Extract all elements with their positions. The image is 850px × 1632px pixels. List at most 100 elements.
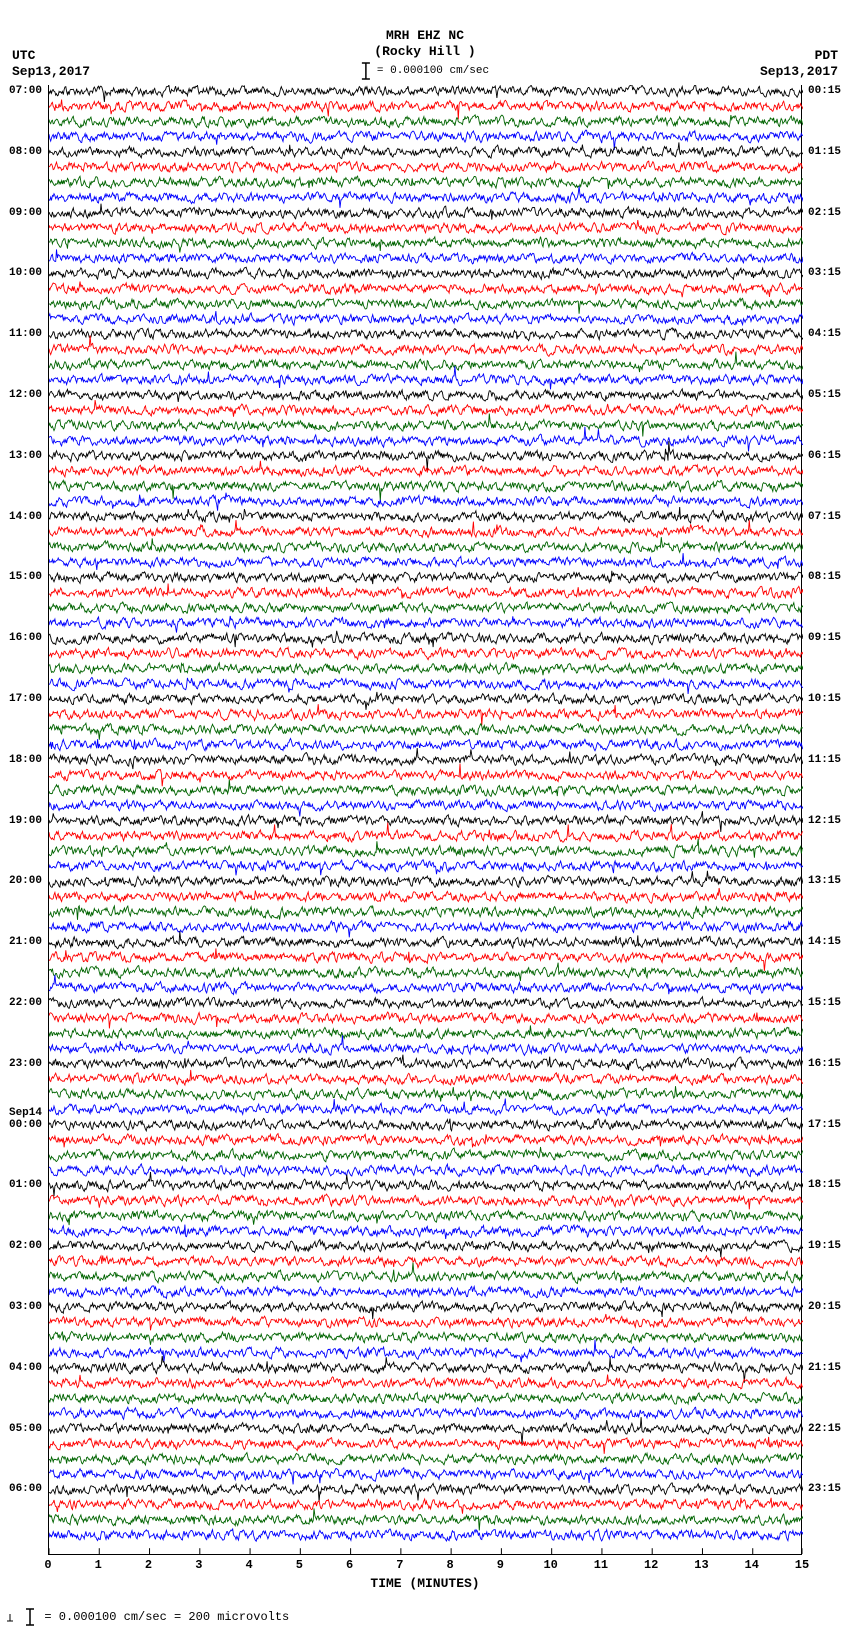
seismic-trace [49, 1194, 803, 1209]
seismic-trace [49, 1256, 803, 1269]
tz-left: UTC Sep13,2017 [12, 48, 90, 79]
seismic-trace [49, 1498, 803, 1514]
utc-hour-label: 01:00 [9, 1179, 42, 1191]
seismic-trace [49, 1437, 803, 1454]
utc-hour-label: 04:00 [9, 1362, 42, 1374]
pdt-hour-label: 13:15 [808, 875, 841, 887]
seismic-trace [49, 997, 803, 1009]
pdt-hour-label: 14:15 [808, 936, 841, 948]
seismic-trace [49, 748, 803, 769]
seismic-trace [49, 1025, 803, 1039]
pdt-hour-label: 02:15 [808, 207, 841, 219]
utc-hour-label: 06:00 [9, 1483, 42, 1495]
utc-hour-label: 19:00 [9, 815, 42, 827]
seismic-trace [49, 1301, 803, 1319]
x-tick-label: 15 [795, 1558, 809, 1572]
seismic-trace [49, 427, 803, 452]
pdt-hour-label: 19:15 [808, 1240, 841, 1252]
utc-hour-label: 13:00 [9, 450, 42, 462]
tz-right-date: Sep13,2017 [760, 64, 838, 80]
seismic-trace [49, 297, 803, 313]
station-name: (Rocky Hill ) [374, 44, 475, 60]
scale-bar-icon [361, 62, 371, 80]
seismic-trace [49, 647, 803, 660]
seismic-trace [49, 723, 803, 739]
x-tick-label: 11 [594, 1558, 608, 1572]
footer-text: = 0.000100 cm/sec = 200 microvolts [44, 1610, 289, 1624]
footer-scale-bar-icon [25, 1608, 35, 1626]
seismic-trace [49, 130, 803, 150]
utc-hour-label: 18:00 [9, 754, 42, 766]
seismic-trace [49, 704, 803, 725]
seismic-trace [49, 1468, 803, 1485]
utc-hour-label: 07:00 [9, 85, 42, 97]
pdt-hour-label: 12:15 [808, 815, 841, 827]
utc-hour-label: 09:00 [9, 207, 42, 219]
seismic-trace [49, 616, 803, 633]
seismic-trace [49, 352, 803, 373]
seismic-trace [49, 1453, 803, 1465]
seismic-trace [49, 1055, 803, 1071]
seismic-trace [49, 220, 803, 235]
tz-left-date: Sep13,2017 [12, 64, 90, 80]
x-tick-label: 7 [396, 1558, 403, 1572]
traces-canvas [48, 85, 802, 1555]
seismic-trace [49, 678, 803, 695]
seismic-trace [49, 1392, 803, 1404]
pdt-hour-label: 04:15 [808, 328, 841, 340]
seismic-trace [49, 507, 803, 523]
seismic-trace [49, 282, 803, 298]
seismic-trace [49, 176, 803, 189]
seismic-trace [49, 975, 803, 995]
pdt-hour-label: 21:15 [808, 1362, 841, 1374]
pdt-hour-label: 22:15 [808, 1423, 841, 1435]
x-tick-label: 13 [694, 1558, 708, 1572]
seismic-trace [49, 1356, 803, 1383]
seismic-trace [49, 1134, 803, 1148]
seismic-trace [49, 1375, 803, 1389]
station-title: MRH EHZ NC (Rocky Hill ) [374, 28, 475, 59]
pdt-hour-label: 18:15 [808, 1179, 841, 1191]
x-tick-label: 3 [195, 1558, 202, 1572]
seismic-trace [49, 311, 803, 325]
utc-hour-label: 02:00 [9, 1240, 42, 1252]
utc-hour-label: 23:00 [9, 1058, 42, 1070]
pdt-hour-label: 16:15 [808, 1058, 841, 1070]
seismogram-page: MRH EHZ NC (Rocky Hill ) = 0.000100 cm/s… [0, 0, 850, 1632]
seismic-trace [49, 1529, 803, 1541]
tz-right: PDT Sep13,2017 [760, 48, 838, 79]
x-axis: TIME (MINUTES) 0123456789101112131415 [0, 1558, 850, 1598]
seismic-trace [49, 1086, 803, 1101]
seismic-trace [49, 931, 803, 949]
seismic-trace [49, 920, 803, 937]
utc-hour-label: 00:00 [9, 1119, 42, 1131]
x-tick-label: 2 [145, 1558, 152, 1572]
x-tick-label: 9 [497, 1558, 504, 1572]
x-tick-label: 8 [447, 1558, 454, 1572]
utc-hour-label: 05:00 [9, 1423, 42, 1435]
pdt-hour-label: 08:15 [808, 571, 841, 583]
seismic-trace [49, 662, 803, 675]
pdt-hour-label: 05:15 [808, 389, 841, 401]
utc-hour-label: 22:00 [9, 997, 42, 1009]
seismic-trace [49, 249, 803, 264]
seismic-trace [49, 764, 803, 787]
utc-hour-label: 10:00 [9, 267, 42, 279]
seismic-trace [49, 142, 803, 158]
seismic-trace [49, 1239, 803, 1257]
seismic-trace [49, 1164, 803, 1177]
seismic-trace [49, 186, 803, 208]
pdt-hour-label: 11:15 [808, 754, 841, 766]
x-tick-label: 5 [296, 1558, 303, 1572]
y-axis-right: 00:1501:1502:1503:1504:1505:1506:1507:15… [806, 85, 850, 1554]
seismic-trace [49, 115, 803, 128]
utc-hour-label: 14:00 [9, 511, 42, 523]
seismic-trace [49, 335, 803, 356]
pdt-hour-label: 09:15 [808, 632, 841, 644]
utc-hour-label: 15:00 [9, 571, 42, 583]
seismic-trace [49, 738, 803, 751]
utc-hour-label: 17:00 [9, 693, 42, 705]
pdt-hour-label: 07:15 [808, 511, 841, 523]
header: MRH EHZ NC (Rocky Hill ) = 0.000100 cm/s… [0, 0, 850, 85]
pdt-hour-label: 01:15 [808, 146, 841, 158]
